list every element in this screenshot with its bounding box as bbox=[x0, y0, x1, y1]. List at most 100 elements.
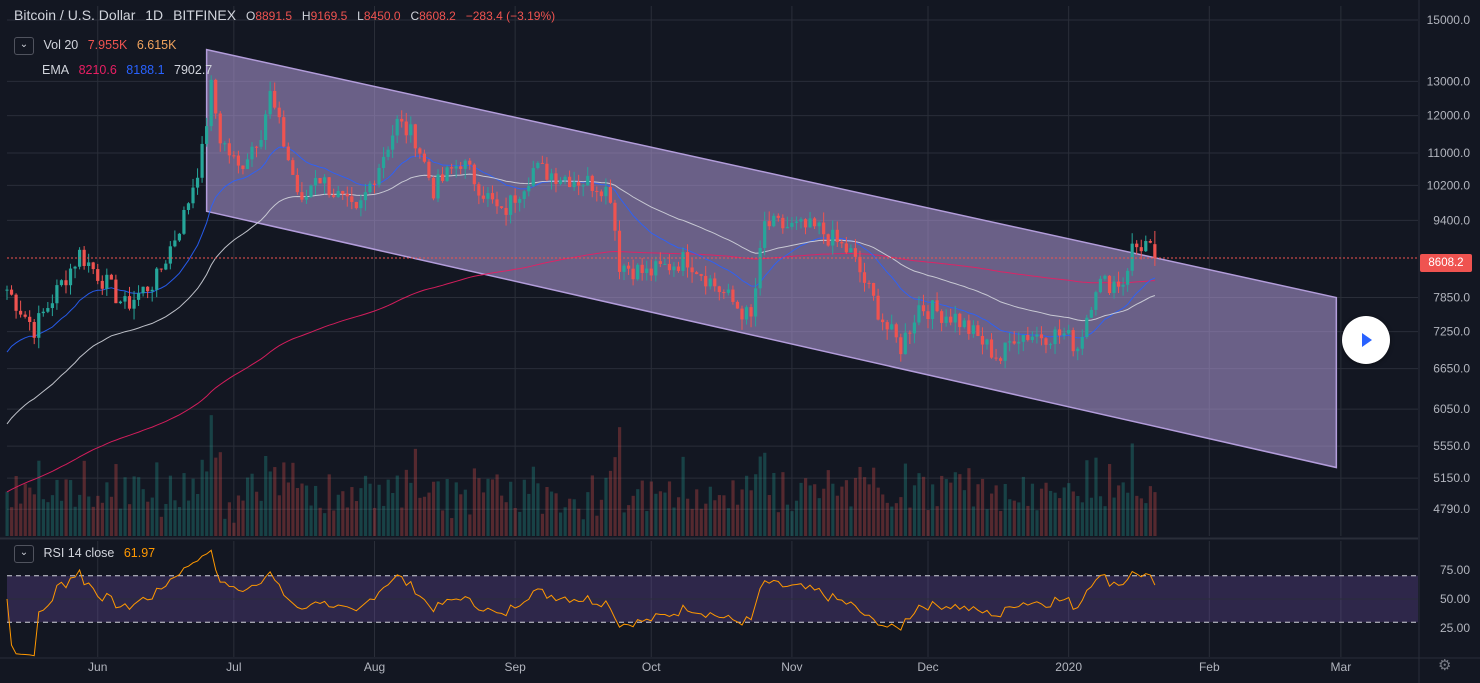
replay-play-button[interactable] bbox=[1342, 316, 1390, 364]
volume-bar bbox=[853, 477, 858, 536]
candle-body bbox=[690, 267, 694, 273]
candle-body bbox=[404, 121, 408, 136]
volume-bar bbox=[781, 472, 785, 536]
candle-body bbox=[708, 278, 712, 287]
volume-bar bbox=[5, 491, 9, 536]
volume-bar bbox=[776, 512, 780, 536]
volume-bar bbox=[150, 497, 154, 536]
candle-body bbox=[1116, 281, 1121, 287]
volume-bar bbox=[323, 513, 327, 536]
candle-body bbox=[1112, 281, 1116, 294]
volume-bar bbox=[568, 498, 572, 536]
candle-body bbox=[672, 266, 676, 271]
candle-body bbox=[817, 222, 821, 227]
volume-bar bbox=[599, 499, 604, 536]
volume-bar bbox=[985, 509, 989, 536]
price-axis-label: 15000.0 bbox=[1427, 13, 1471, 27]
volume-bar bbox=[518, 511, 522, 536]
candle-body bbox=[785, 226, 789, 229]
volume-bar bbox=[1089, 497, 1094, 536]
candle-body bbox=[876, 295, 880, 320]
volume-bar bbox=[1148, 486, 1153, 536]
volume-bar bbox=[735, 504, 740, 536]
volume-bar bbox=[903, 463, 908, 536]
candle-body bbox=[949, 316, 953, 323]
volume-bar bbox=[763, 452, 767, 536]
volume-bar bbox=[218, 452, 222, 536]
candle-body bbox=[105, 274, 109, 289]
parallel-channel[interactable] bbox=[205, 48, 1338, 469]
candle-body bbox=[227, 143, 231, 156]
price-axis-label: 13000.0 bbox=[1427, 74, 1471, 88]
volume-bar bbox=[613, 457, 617, 536]
chevron-down-icon[interactable]: ⌄ bbox=[14, 37, 34, 55]
candle-body bbox=[912, 322, 916, 334]
volume-bar bbox=[205, 471, 209, 536]
candle-body bbox=[377, 167, 381, 185]
candle-body bbox=[431, 177, 436, 199]
candle-body bbox=[1130, 243, 1134, 271]
volume-bar bbox=[59, 500, 64, 536]
ema-line-2 bbox=[6, 146, 1156, 353]
rsi-axis-label: 50.00 bbox=[1440, 592, 1470, 606]
candle-body bbox=[1057, 329, 1062, 336]
volume-bar bbox=[1103, 506, 1107, 536]
candle-body bbox=[926, 311, 930, 320]
candle-body bbox=[704, 275, 708, 287]
candle-body bbox=[9, 289, 14, 295]
candle-body bbox=[790, 222, 794, 227]
candle-body bbox=[930, 300, 935, 320]
volume-bar bbox=[1026, 505, 1030, 536]
candle-body bbox=[391, 135, 395, 150]
volume-bar bbox=[286, 482, 290, 536]
candle-body bbox=[273, 90, 277, 108]
candle-body bbox=[409, 124, 413, 136]
candle-body bbox=[1017, 341, 1021, 344]
ema-value-1: 8210.6 bbox=[78, 63, 117, 77]
low-label: L bbox=[357, 9, 364, 23]
candle-body bbox=[971, 325, 975, 334]
candle-body bbox=[277, 107, 281, 118]
candle-body bbox=[245, 159, 250, 169]
volume-bar bbox=[459, 494, 463, 536]
volume-bar bbox=[636, 489, 640, 536]
candle-body bbox=[636, 264, 640, 280]
candle-body bbox=[114, 279, 118, 304]
candle-body bbox=[980, 335, 985, 345]
candle-body bbox=[395, 118, 399, 136]
volume-bar bbox=[109, 496, 114, 536]
volume-bar bbox=[445, 479, 449, 536]
volume-bar bbox=[1039, 488, 1044, 536]
volume-bar bbox=[563, 507, 567, 536]
candle-body bbox=[1021, 334, 1025, 342]
volume-bar bbox=[345, 507, 349, 536]
candle-body bbox=[345, 193, 349, 197]
volume-bar bbox=[354, 501, 359, 536]
candle-body bbox=[554, 173, 558, 185]
candle-body bbox=[418, 148, 422, 154]
candle-body bbox=[1062, 333, 1066, 336]
volume-bar bbox=[695, 489, 699, 536]
candle-body bbox=[459, 166, 463, 169]
candle-body bbox=[722, 292, 726, 294]
volume-bar bbox=[87, 496, 91, 536]
candle-body bbox=[826, 234, 830, 246]
chevron-down-icon[interactable]: ⌄ bbox=[14, 545, 34, 563]
volume-bar bbox=[708, 486, 712, 536]
volume-bar bbox=[37, 460, 41, 536]
candle-body bbox=[495, 199, 499, 207]
candle-body bbox=[1026, 334, 1030, 340]
gear-icon[interactable]: ⚙ bbox=[1438, 657, 1452, 674]
volume-bar bbox=[41, 499, 45, 536]
volume-bar bbox=[940, 475, 944, 536]
volume-bar bbox=[1085, 460, 1089, 536]
candle-body bbox=[50, 303, 54, 309]
symbol-name: Bitcoin / U.S. Dollar bbox=[14, 7, 136, 23]
volume-bar bbox=[1071, 491, 1075, 536]
volume-bar bbox=[654, 493, 658, 536]
candle-body bbox=[1012, 341, 1016, 344]
candle-body bbox=[368, 183, 372, 193]
volume-bar bbox=[400, 507, 404, 536]
